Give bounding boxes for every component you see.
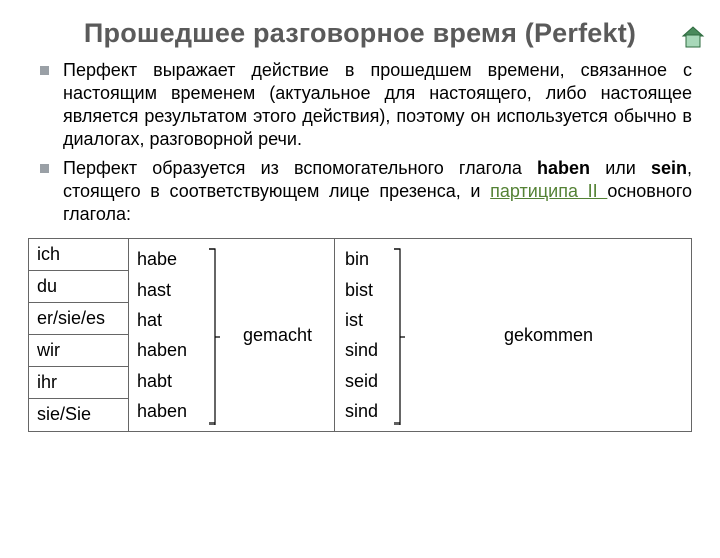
- table-cell: sind: [345, 335, 392, 365]
- home-icon: [680, 24, 706, 50]
- table-cell: habe: [137, 244, 207, 274]
- table-cell: bin: [345, 244, 392, 274]
- sein-column: bin bist ist sind seid sind: [334, 239, 392, 431]
- table-cell: sind: [345, 396, 392, 426]
- participle-cell: gekommen: [406, 239, 691, 431]
- page-title: Прошедшее разговорное время (Perfekt): [20, 18, 700, 49]
- bracket-icon: [207, 239, 221, 431]
- table-cell: bist: [345, 275, 392, 305]
- bullet-item: Перфект образуется из вспомогательного г…: [40, 157, 692, 226]
- bullet-text: Перфект выражает действие в прошедшем вр…: [63, 59, 692, 151]
- table-cell: hat: [137, 305, 207, 335]
- pronoun-column: ich du er/sie/es wir ihr sie/Sie: [29, 239, 129, 431]
- table-cell: er/sie/es: [29, 303, 128, 335]
- participle-cell: gemacht: [221, 239, 334, 431]
- conjugation-table: ich du er/sie/es wir ihr sie/Sie habe ha…: [28, 238, 692, 432]
- bullet-marker: [40, 164, 49, 173]
- bullet-marker: [40, 66, 49, 75]
- table-cell: wir: [29, 335, 128, 367]
- bullet-text: Перфект образуется из вспомогательного г…: [63, 157, 692, 226]
- partizip-link[interactable]: партиципа II: [490, 181, 607, 201]
- table-cell: haben: [137, 335, 207, 365]
- bracket-icon: [392, 239, 406, 431]
- bullet-item: Перфект выражает действие в прошедшем вр…: [40, 59, 692, 151]
- table-cell: du: [29, 271, 128, 303]
- table-cell: hast: [137, 275, 207, 305]
- table-cell: sie/Sie: [29, 399, 128, 430]
- home-icon-button[interactable]: [680, 24, 706, 50]
- table-cell: ich: [29, 239, 128, 271]
- table-cell: seid: [345, 366, 392, 396]
- table-cell: ist: [345, 305, 392, 335]
- table-cell: habt: [137, 366, 207, 396]
- haben-column: habe hast hat haben habt haben: [129, 239, 207, 431]
- bullet-list: Перфект выражает действие в прошедшем вр…: [40, 59, 692, 226]
- table-cell: haben: [137, 396, 207, 426]
- table-cell: ihr: [29, 367, 128, 399]
